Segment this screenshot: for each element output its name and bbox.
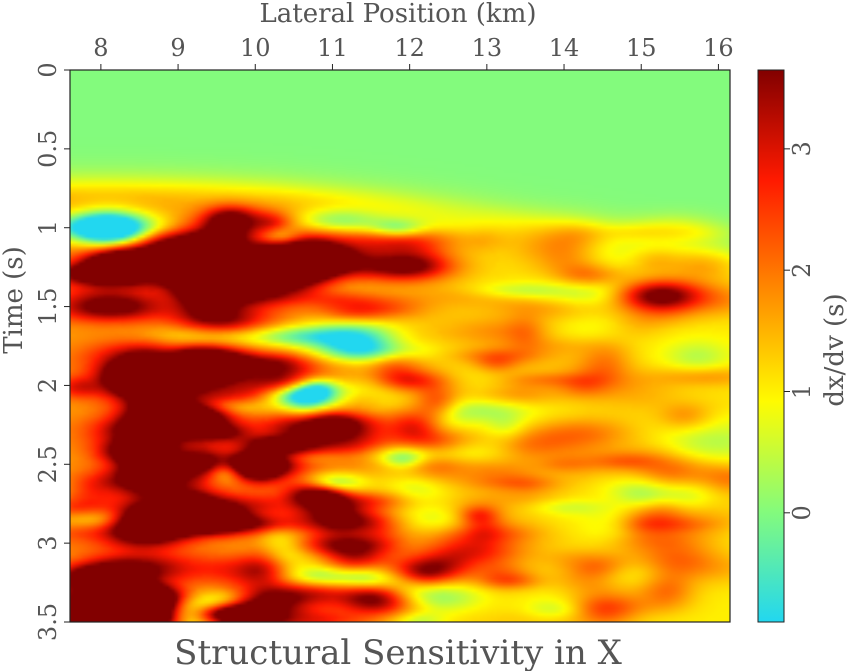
x-tick-label-0: 8 xyxy=(93,34,108,62)
x-tick-label-2: 10 xyxy=(240,34,271,62)
x-tick-label-3: 11 xyxy=(317,34,348,62)
y-tick-label-4: 2 xyxy=(34,378,62,393)
x-tick-label-4: 12 xyxy=(394,34,425,62)
colorbar-label: dx/dv (s) xyxy=(820,293,850,406)
y-tick-label-6: 3 xyxy=(34,536,62,551)
x-tick-label-8: 16 xyxy=(703,34,734,62)
y-tick-label-0: 0 xyxy=(34,62,62,77)
x-axis-label: Lateral Position (km) xyxy=(260,0,537,29)
colorbar-tick-label-3: 3 xyxy=(788,141,816,156)
colorbar-ticks: 0 1 2 3 xyxy=(784,141,816,520)
colorbar xyxy=(757,69,785,623)
y-axis-label: Time (s) xyxy=(0,246,29,354)
y-tick-label-7: 3.5 xyxy=(34,603,62,641)
y-ticks: 0 0.5 1 1.5 2 2.5 3 3.5 xyxy=(34,62,70,641)
x-tick-label-7: 15 xyxy=(626,34,657,62)
colorbar-tick-label-0: 0 xyxy=(788,505,816,520)
x-tick-label-1: 9 xyxy=(170,34,185,62)
heatmap-image xyxy=(70,70,730,622)
colorbar-tick-label-2: 2 xyxy=(788,263,816,278)
y-tick-label-5: 2.5 xyxy=(34,445,62,483)
colorbar-tick-label-1: 1 xyxy=(788,384,816,399)
plot-frame xyxy=(69,69,731,623)
x-tick-label-5: 13 xyxy=(472,34,503,62)
chart-title: Structural Sensitivity in X xyxy=(174,633,622,671)
y-tick-label-3: 1.5 xyxy=(34,287,62,325)
y-tick-label-1: 0.5 xyxy=(34,130,62,168)
y-tick-label-2: 1 xyxy=(34,220,62,235)
x-tick-label-6: 14 xyxy=(549,34,580,62)
x-ticks: 8 9 10 11 12 13 14 15 16 xyxy=(93,34,734,70)
